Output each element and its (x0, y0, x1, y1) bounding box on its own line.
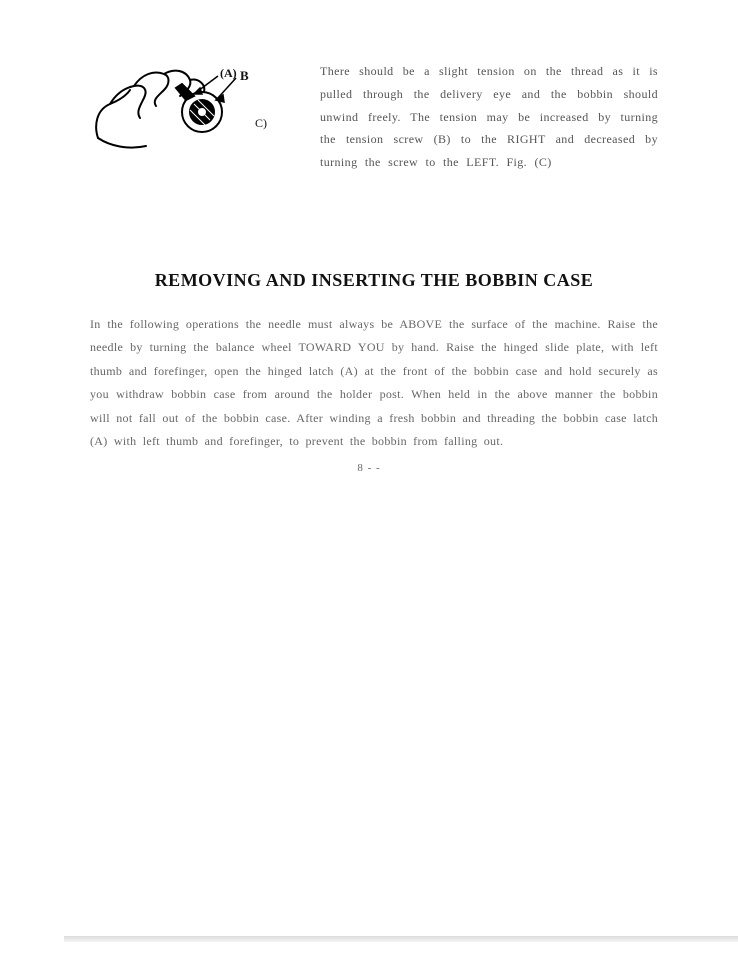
bobbin-figure: (A) B C) (90, 60, 290, 175)
figure-label-c: C) (255, 116, 267, 131)
page-number: 8 - - (0, 462, 738, 474)
section-heading: REMOVING AND INSERTING THE BOBBIN CASE (90, 270, 658, 291)
page-bottom-edge (64, 936, 738, 942)
section-body: In the following operations the needle m… (90, 313, 658, 453)
figure-label-a: (A) (220, 66, 237, 81)
manual-page: (A) B C) (0, 0, 738, 954)
section-bobbin-case: REMOVING AND INSERTING THE BOBBIN CASE I… (90, 270, 658, 453)
top-row: (A) B C) (90, 60, 658, 175)
tension-paragraph: There should be a slight tension on the … (320, 60, 658, 175)
figure-label-b: B (240, 68, 249, 84)
